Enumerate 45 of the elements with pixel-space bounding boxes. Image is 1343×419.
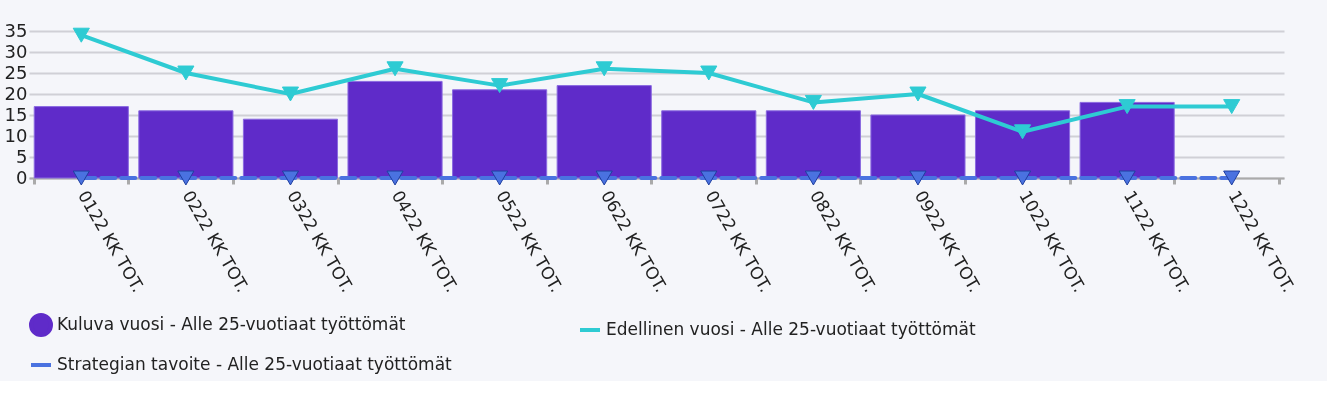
y-tick-label: 15 xyxy=(4,103,28,125)
point xyxy=(595,61,613,77)
point xyxy=(909,170,927,186)
bar xyxy=(138,110,234,179)
point xyxy=(281,170,300,186)
point xyxy=(1118,99,1136,115)
bar xyxy=(452,89,548,179)
point xyxy=(909,86,927,102)
point xyxy=(177,65,195,81)
point xyxy=(72,170,90,186)
y-tick-label: 5 xyxy=(16,145,28,167)
point xyxy=(72,27,90,43)
point xyxy=(1223,99,1241,115)
legend-label: Kuluva vuosi - Alle 25-vuotiaat työttömät xyxy=(57,314,406,334)
bar xyxy=(556,85,652,179)
point xyxy=(1013,170,1032,186)
bar xyxy=(765,110,861,179)
bar xyxy=(661,110,757,179)
y-tick-label: 35 xyxy=(4,19,28,41)
bar xyxy=(33,106,129,179)
bar xyxy=(870,114,966,179)
bar xyxy=(242,118,339,179)
point xyxy=(1118,170,1136,186)
y-tick-label: 30 xyxy=(4,40,28,62)
point xyxy=(491,170,509,186)
point xyxy=(700,170,718,186)
point xyxy=(177,170,195,186)
y-tick-label: 20 xyxy=(4,82,28,104)
y-tick-label: 0 xyxy=(16,166,28,188)
legend-label: Strategian tavoite - Alle 25-vuotiaat työttömät xyxy=(57,354,453,374)
point xyxy=(700,65,718,81)
point xyxy=(491,78,509,94)
point xyxy=(595,170,613,186)
point xyxy=(1223,170,1241,186)
point xyxy=(1013,124,1032,140)
legend-label: Edellinen vuosi - Alle 25-vuotiaat työttömät xyxy=(606,319,976,339)
point xyxy=(281,86,300,102)
bar xyxy=(347,80,443,179)
point xyxy=(386,170,404,186)
point xyxy=(804,94,822,110)
y-tick-label: 25 xyxy=(4,61,28,83)
y-tick-label: 10 xyxy=(4,124,28,146)
point xyxy=(804,170,822,186)
point xyxy=(386,61,404,77)
bar xyxy=(1079,101,1175,179)
